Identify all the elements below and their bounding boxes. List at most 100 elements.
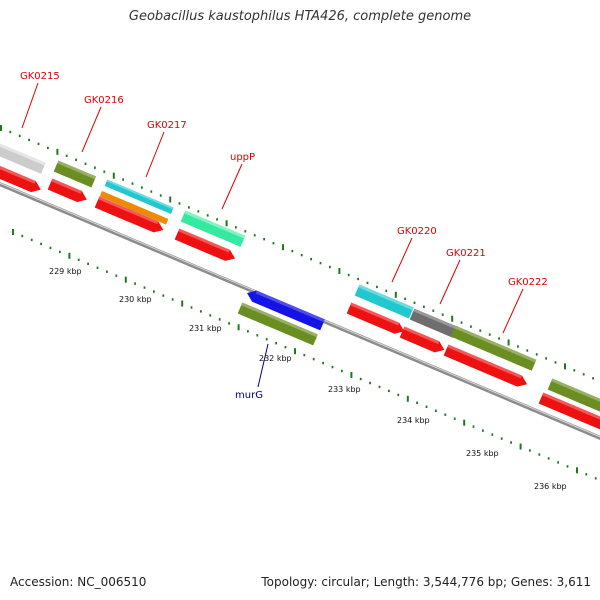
gene-feature-orange[interactable] bbox=[99, 191, 169, 225]
accession-text: Accession: NC_006510 bbox=[10, 575, 147, 589]
major-tick bbox=[294, 348, 296, 355]
minor-tick bbox=[96, 266, 99, 269]
gene-feature-gk0221[interactable] bbox=[409, 308, 458, 338]
major-tick bbox=[225, 220, 228, 227]
minor-tick bbox=[498, 337, 500, 340]
minor-tick bbox=[200, 310, 202, 313]
minor-tick bbox=[594, 477, 597, 480]
minor-tick bbox=[585, 473, 588, 476]
minor-tick bbox=[153, 290, 155, 293]
minor-tick bbox=[453, 417, 456, 420]
gene-label-uppp[interactable]: uppP bbox=[230, 152, 255, 163]
minor-tick bbox=[171, 298, 174, 301]
minor-tick bbox=[310, 257, 312, 261]
minor-tick bbox=[329, 265, 331, 269]
cds-arrow[interactable] bbox=[94, 196, 166, 235]
lower-tick-track bbox=[12, 229, 597, 480]
minor-tick bbox=[547, 457, 550, 460]
gene-label-gk0221[interactable]: GK0221 bbox=[446, 248, 486, 259]
minor-tick bbox=[331, 365, 334, 369]
gene-feature-gk0216[interactable] bbox=[53, 160, 97, 188]
minor-tick bbox=[49, 246, 52, 250]
gene-label-murg[interactable]: murG bbox=[235, 390, 263, 401]
gene-label-gk0216[interactable]: GK0216 bbox=[84, 95, 124, 106]
cds-arrow[interactable] bbox=[346, 302, 407, 336]
gene-feature-gk0217[interactable] bbox=[104, 179, 174, 214]
ruler-label: 236 kbp bbox=[534, 482, 567, 491]
gene-label-pointer bbox=[221, 163, 243, 210]
minor-tick bbox=[106, 270, 108, 273]
cds-arrow[interactable] bbox=[399, 326, 447, 355]
minor-tick bbox=[87, 262, 89, 265]
minor-tick bbox=[500, 437, 503, 440]
minor-tick bbox=[366, 281, 369, 285]
major-tick bbox=[451, 315, 454, 322]
cds-arrow[interactable] bbox=[174, 228, 238, 264]
gene-feature-murg[interactable] bbox=[237, 302, 318, 346]
minor-tick bbox=[37, 142, 40, 146]
major-tick bbox=[112, 172, 115, 179]
minor-tick bbox=[188, 206, 190, 209]
minor-tick bbox=[573, 369, 576, 372]
minor-tick bbox=[582, 373, 585, 376]
minor-tick bbox=[341, 369, 343, 373]
minor-tick bbox=[77, 258, 80, 261]
minor-tick bbox=[529, 449, 531, 452]
minor-tick bbox=[312, 357, 315, 361]
gene-label-pointer bbox=[145, 131, 165, 178]
minor-tick bbox=[272, 242, 275, 245]
gene-label-gk0220[interactable]: GK0220 bbox=[397, 226, 437, 237]
minor-tick bbox=[357, 277, 359, 281]
minor-tick bbox=[470, 325, 472, 328]
minor-tick bbox=[247, 330, 249, 333]
gene-label-gk0222[interactable]: GK0222 bbox=[508, 277, 548, 288]
minor-tick bbox=[150, 190, 153, 193]
gene-feature-light-gray[interactable] bbox=[0, 136, 46, 174]
minor-tick bbox=[303, 353, 306, 357]
minor-tick bbox=[178, 202, 181, 205]
ruler-label: 234 kbp bbox=[397, 416, 430, 425]
minor-tick bbox=[9, 130, 12, 134]
minor-tick bbox=[18, 134, 21, 138]
cds-arrow[interactable] bbox=[538, 392, 600, 433]
minor-tick bbox=[265, 338, 268, 341]
minor-tick bbox=[545, 357, 547, 360]
minor-tick bbox=[535, 353, 538, 356]
minor-tick bbox=[131, 182, 134, 185]
cds-arrow[interactable] bbox=[443, 344, 530, 389]
minor-tick bbox=[40, 242, 42, 246]
cds-arrow[interactable] bbox=[47, 178, 90, 205]
minor-tick bbox=[162, 294, 165, 297]
ruler-label: 229 kbp bbox=[49, 267, 82, 276]
minor-tick bbox=[378, 385, 381, 389]
gene-label-gk0215[interactable]: GK0215 bbox=[20, 71, 60, 82]
gene-label-pointer bbox=[502, 288, 524, 334]
reverse-cds-arrow-blue[interactable] bbox=[245, 287, 325, 331]
minor-tick bbox=[141, 186, 143, 189]
gene-feature-uppp[interactable] bbox=[180, 210, 246, 247]
minor-tick bbox=[566, 465, 569, 468]
minor-tick bbox=[84, 162, 87, 165]
gene-labels: GK0215 GK0216 GK0217 uppP GK0220 GK0221 GK0222… bbox=[20, 71, 548, 401]
minor-tick bbox=[65, 154, 68, 157]
minor-tick bbox=[21, 234, 24, 238]
major-tick bbox=[181, 300, 184, 307]
minor-tick bbox=[423, 305, 425, 308]
minor-tick bbox=[284, 346, 287, 349]
cds-arrow[interactable] bbox=[0, 158, 43, 195]
minor-tick bbox=[197, 210, 200, 213]
minor-tick bbox=[444, 413, 447, 416]
minor-tick bbox=[369, 381, 371, 385]
ruler-label: 235 kbp bbox=[466, 449, 499, 458]
minor-tick bbox=[479, 329, 482, 332]
gene-feature-gk0220[interactable] bbox=[354, 284, 414, 319]
minor-tick bbox=[538, 453, 541, 456]
minor-tick bbox=[216, 218, 218, 221]
gene-feature-gk0222[interactable] bbox=[450, 325, 537, 371]
minor-tick bbox=[103, 170, 106, 173]
minor-tick bbox=[275, 342, 277, 345]
kbp-ruler-labels: 229 kbp 230 kbp 231 kbp 232 kbp 233 kbp 234 k… bbox=[49, 267, 567, 491]
minor-tick bbox=[28, 138, 30, 142]
gene-label-gk0217[interactable]: GK0217 bbox=[147, 120, 187, 131]
minor-tick bbox=[347, 273, 350, 277]
